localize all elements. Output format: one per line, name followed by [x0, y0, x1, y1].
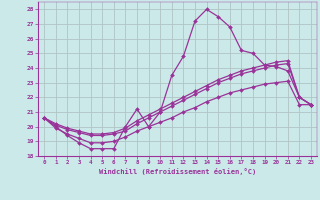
- X-axis label: Windchill (Refroidissement éolien,°C): Windchill (Refroidissement éolien,°C): [99, 168, 256, 175]
